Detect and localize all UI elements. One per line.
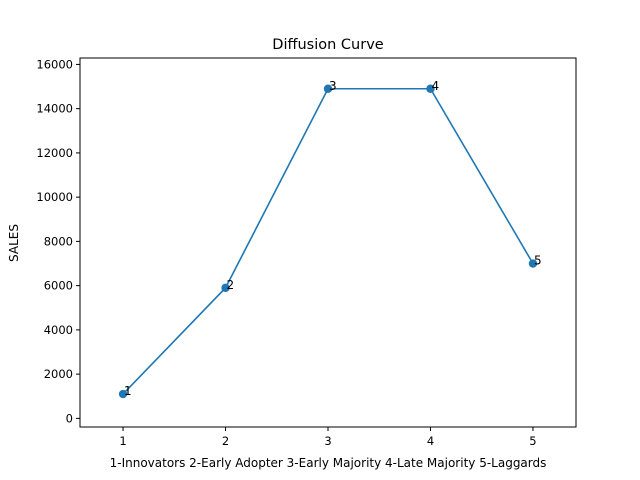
x-tick-label: 3	[324, 434, 331, 448]
x-tick-label: 1	[119, 434, 126, 448]
chart-title: Diffusion Curve	[272, 37, 383, 53]
data-point-label: 4	[431, 79, 439, 93]
y-tick-label: 14000	[36, 102, 73, 116]
data-point-label: 3	[329, 79, 337, 93]
y-tick-label: 4000	[44, 323, 73, 337]
data-point-label: 5	[534, 254, 542, 268]
data-point-label: 1	[124, 384, 132, 398]
x-tick-label: 4	[427, 434, 434, 448]
y-tick-label: 2000	[44, 367, 73, 381]
data-point-label: 2	[227, 278, 235, 292]
data-point	[118, 389, 128, 399]
y-tick-label: 16000	[36, 57, 73, 71]
x-axis-label: 1-Innovators 2-Early Adopter 3-Early Maj…	[110, 456, 547, 470]
data-point	[426, 84, 435, 93]
plot-area: 1 2 3 4 5 0 2000 4000 6000 8000 10000 12000 14000 160…	[36, 57, 577, 448]
x-tick-label: 5	[529, 434, 536, 448]
y-tick-label: 6000	[44, 279, 73, 293]
data-point	[528, 259, 538, 268]
y-axis-label: SALES	[7, 224, 21, 262]
y-tick-label: 8000	[44, 234, 73, 248]
y-tick-label: 12000	[36, 146, 73, 160]
data-point	[323, 84, 333, 93]
y-tick-label: 0	[66, 411, 73, 425]
y-tick-label: 10000	[36, 190, 73, 204]
x-tick-label: 2	[222, 434, 229, 448]
data-point	[221, 283, 230, 293]
